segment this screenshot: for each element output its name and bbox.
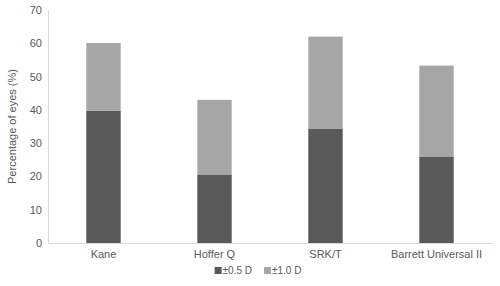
- plot: 0 10 20 30 40 50 60 70 Kane Hoffer Q SRK/T Barrett …: [30, 4, 493, 260]
- tick-label: Barrett Universal II: [391, 248, 482, 260]
- bar: [419, 156, 453, 243]
- tick: 20: [30, 170, 48, 182]
- tick: 40: [30, 104, 48, 116]
- tick-label: 60: [30, 37, 42, 49]
- bar: [197, 174, 231, 243]
- legend-label: ±0.5 D: [223, 265, 252, 276]
- tick-label: 50: [30, 71, 42, 83]
- bar: [197, 100, 231, 175]
- tick-label: SRK/T: [309, 248, 342, 260]
- y-axis: 0 10 20 30 40 50 60 70: [30, 4, 49, 249]
- tick-label: Hoffer Q: [194, 248, 236, 260]
- axis-title: Percentage of eyes (%): [6, 69, 18, 184]
- chart: 0 10 20 30 40 50 60 70 Kane Hoffer Q SRK/T Barrett …: [0, 0, 500, 286]
- legend-swatch: [215, 267, 222, 274]
- legend-item: ±0.5 D: [215, 265, 252, 276]
- tick-label: 10: [30, 204, 42, 216]
- tick: SRK/T: [309, 243, 342, 260]
- tick: Hoffer Q: [194, 243, 236, 260]
- x-axis: Kane Hoffer Q SRK/T Barrett Universal II: [49, 243, 493, 260]
- bar: [86, 43, 120, 111]
- tick: Barrett Universal II: [391, 243, 482, 260]
- bar: [308, 128, 342, 243]
- tick: 10: [30, 204, 48, 216]
- tick: 60: [30, 37, 48, 49]
- series: [86, 111, 453, 243]
- tick-label: Kane: [91, 248, 117, 260]
- tick-label: 0: [36, 237, 42, 249]
- legend: ±0.5 D ±1.0 D: [215, 265, 302, 276]
- bar: [86, 111, 120, 243]
- tick: 0: [36, 237, 48, 249]
- tick: 30: [30, 137, 48, 149]
- tick-label: 30: [30, 137, 42, 149]
- legend-swatch: [264, 267, 271, 274]
- bars: [86, 37, 453, 243]
- tick: Kane: [91, 243, 117, 260]
- bar: [308, 37, 342, 129]
- tick-label: 40: [30, 104, 42, 116]
- legend-label: ±1.0 D: [272, 265, 301, 276]
- series: [86, 37, 453, 175]
- legend-item: ±1.0 D: [264, 265, 301, 276]
- tick-label: 20: [30, 170, 42, 182]
- tick-label: 70: [30, 4, 42, 16]
- tick: 70: [30, 4, 48, 16]
- axis-line: [48, 11, 49, 244]
- bar: [419, 66, 453, 157]
- axis-line: [49, 243, 493, 244]
- tick: 50: [30, 71, 48, 83]
